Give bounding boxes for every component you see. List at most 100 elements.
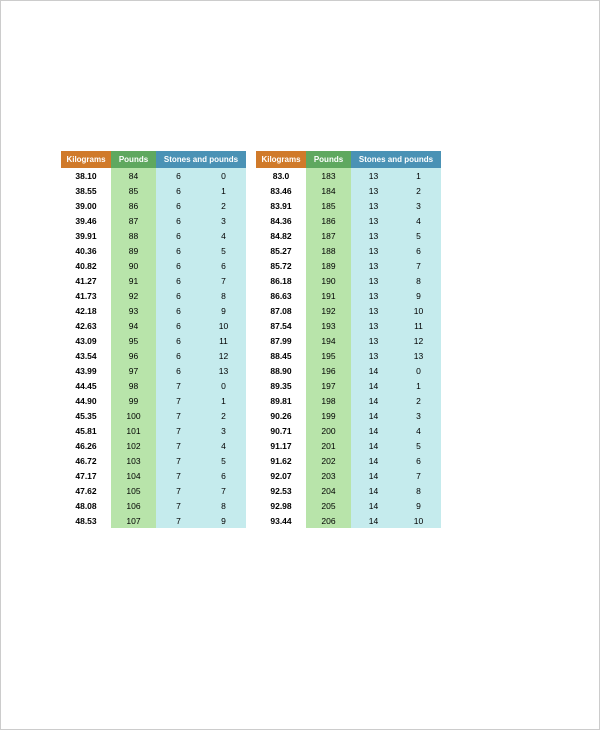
- cell-pounds: 9: [396, 498, 441, 513]
- cell-stones: 13: [351, 243, 396, 258]
- cell-kg: 86.18: [256, 273, 306, 288]
- cell-stones: 6: [156, 363, 201, 378]
- cell-kg: 48.53: [61, 513, 111, 528]
- table-row: 41.739268: [61, 288, 246, 303]
- cell-lb: 89: [111, 243, 156, 258]
- cell-kg: 42.63: [61, 318, 111, 333]
- cell-lb: 199: [306, 408, 351, 423]
- cell-lb: 94: [111, 318, 156, 333]
- cell-pounds: 6: [201, 258, 246, 273]
- col-header-lb: Pounds: [306, 151, 351, 168]
- cell-pounds: 8: [201, 288, 246, 303]
- table-row: 91.17201145: [256, 438, 441, 453]
- cell-lb: 202: [306, 453, 351, 468]
- cell-lb: 91: [111, 273, 156, 288]
- table-row: 43.5496612: [61, 348, 246, 363]
- cell-lb: 183: [306, 168, 351, 183]
- cell-lb: 198: [306, 393, 351, 408]
- cell-lb: 188: [306, 243, 351, 258]
- table-row: 48.0810678: [61, 498, 246, 513]
- cell-kg: 38.10: [61, 168, 111, 183]
- cell-pounds: 3: [396, 198, 441, 213]
- table-row: 87.081921310: [256, 303, 441, 318]
- cell-lb: 98: [111, 378, 156, 393]
- table-row: 83.0183131: [256, 168, 441, 183]
- cell-stones: 7: [156, 393, 201, 408]
- table-row: 85.27188136: [256, 243, 441, 258]
- table-row: 41.279167: [61, 273, 246, 288]
- cell-stones: 6: [156, 318, 201, 333]
- cell-lb: 85: [111, 183, 156, 198]
- cell-pounds: 13: [396, 348, 441, 363]
- cell-stones: 14: [351, 393, 396, 408]
- col-header-lb: Pounds: [111, 151, 156, 168]
- cell-lb: 106: [111, 498, 156, 513]
- table-row: 86.18190138: [256, 273, 441, 288]
- cell-pounds: 4: [396, 423, 441, 438]
- cell-stones: 14: [351, 483, 396, 498]
- table-row: 46.2610274: [61, 438, 246, 453]
- cell-pounds: 13: [201, 363, 246, 378]
- table-row: 83.91185133: [256, 198, 441, 213]
- table-row: 43.0995611: [61, 333, 246, 348]
- cell-stones: 14: [351, 513, 396, 528]
- cell-stones: 14: [351, 453, 396, 468]
- cell-stones: 14: [351, 438, 396, 453]
- cell-pounds: 7: [396, 258, 441, 273]
- cell-pounds: 2: [201, 408, 246, 423]
- cell-kg: 91.62: [256, 453, 306, 468]
- cell-kg: 38.55: [61, 183, 111, 198]
- cell-lb: 196: [306, 363, 351, 378]
- table-row: 47.1710476: [61, 468, 246, 483]
- cell-lb: 195: [306, 348, 351, 363]
- cell-kg: 39.46: [61, 213, 111, 228]
- cell-kg: 41.73: [61, 288, 111, 303]
- cell-stones: 7: [156, 468, 201, 483]
- cell-kg: 44.45: [61, 378, 111, 393]
- cell-pounds: 4: [201, 438, 246, 453]
- cell-pounds: 2: [396, 183, 441, 198]
- cell-kg: 84.36: [256, 213, 306, 228]
- cell-lb: 204: [306, 483, 351, 498]
- cell-pounds: 1: [396, 168, 441, 183]
- cell-kg: 92.98: [256, 498, 306, 513]
- cell-stones: 6: [156, 333, 201, 348]
- cell-pounds: 3: [201, 423, 246, 438]
- cell-lb: 103: [111, 453, 156, 468]
- cell-stones: 6: [156, 198, 201, 213]
- cell-pounds: 0: [201, 378, 246, 393]
- cell-lb: 93: [111, 303, 156, 318]
- cell-pounds: 5: [396, 438, 441, 453]
- cell-lb: 201: [306, 438, 351, 453]
- cell-pounds: 10: [396, 303, 441, 318]
- cell-stones: 6: [156, 303, 201, 318]
- cell-stones: 7: [156, 423, 201, 438]
- cell-kg: 92.07: [256, 468, 306, 483]
- table-row: 88.90196140: [256, 363, 441, 378]
- cell-lb: 189: [306, 258, 351, 273]
- cell-kg: 45.81: [61, 423, 111, 438]
- cell-stones: 7: [156, 483, 201, 498]
- cell-stones: 13: [351, 168, 396, 183]
- cell-pounds: 8: [396, 483, 441, 498]
- cell-lb: 191: [306, 288, 351, 303]
- table-row: 40.829066: [61, 258, 246, 273]
- cell-kg: 88.90: [256, 363, 306, 378]
- cell-pounds: 5: [396, 228, 441, 243]
- cell-stones: 14: [351, 423, 396, 438]
- header-row: Kilograms Pounds Stones and pounds: [61, 151, 246, 168]
- cell-kg: 42.18: [61, 303, 111, 318]
- table-row: 45.8110173: [61, 423, 246, 438]
- cell-stones: 6: [156, 243, 201, 258]
- cell-stones: 14: [351, 363, 396, 378]
- conversion-table-left: Kilograms Pounds Stones and pounds 38.10…: [61, 151, 246, 528]
- cell-kg: 41.27: [61, 273, 111, 288]
- cell-pounds: 10: [396, 513, 441, 528]
- cell-lb: 184: [306, 183, 351, 198]
- cell-pounds: 11: [201, 333, 246, 348]
- cell-stones: 6: [156, 348, 201, 363]
- table-row: 87.541931311: [256, 318, 441, 333]
- cell-kg: 87.99: [256, 333, 306, 348]
- table-row: 87.991941312: [256, 333, 441, 348]
- cell-lb: 100: [111, 408, 156, 423]
